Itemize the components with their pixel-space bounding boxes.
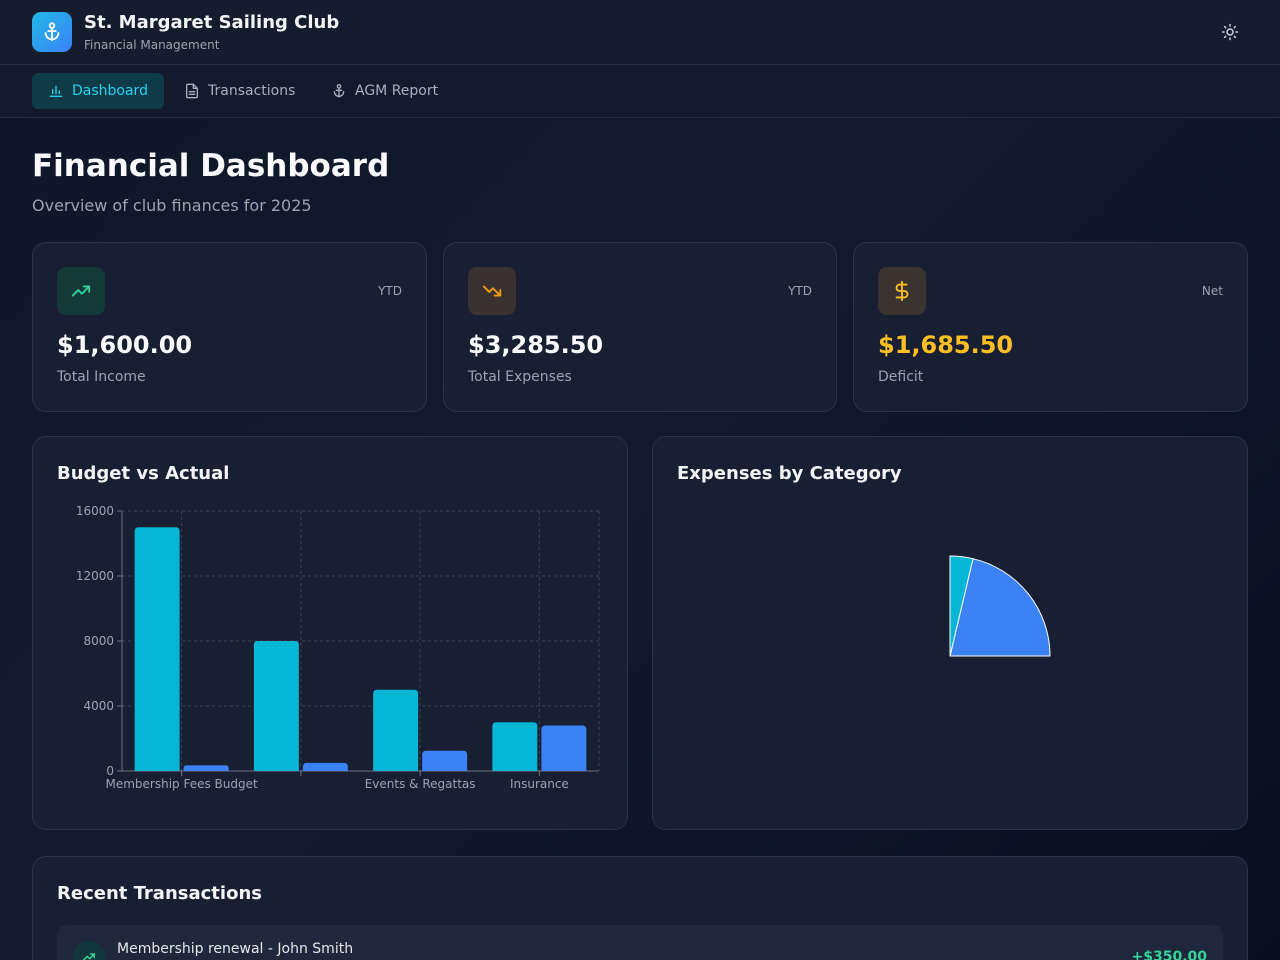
stat-value: $1,600.00	[57, 331, 193, 359]
tab-transactions[interactable]: Transactions	[168, 73, 311, 109]
stat-tag: YTD	[788, 284, 812, 298]
stat-label: Total Expenses	[468, 369, 572, 385]
tab-transactions-label: Transactions	[208, 83, 296, 99]
y-tick-label: 12000	[76, 569, 114, 583]
bar[interactable]	[253, 641, 299, 771]
pie-slice[interactable]	[949, 558, 1051, 657]
document-icon	[186, 83, 198, 99]
trending-down-icon	[468, 267, 516, 315]
stat-label: Total Income	[57, 369, 146, 385]
pie-slice[interactable]	[949, 555, 974, 657]
page-subtitle: Overview of club finances for 2025	[32, 196, 312, 215]
theme-toggle-button[interactable]	[1214, 16, 1246, 48]
app-header: St. Margaret Sailing Club Financial Mana…	[0, 0, 1280, 65]
bar-chart-icon	[50, 85, 62, 97]
tab-dashboard[interactable]: Dashboard	[32, 73, 164, 109]
transaction-row[interactable]: Membership renewal - John Smith +$350.00	[57, 925, 1223, 960]
stat-value: $1,685.50	[878, 331, 1014, 359]
bar[interactable]	[541, 725, 587, 772]
y-tick-label: 16000	[76, 504, 114, 518]
stat-label: Deficit	[878, 369, 924, 385]
anchor-icon	[333, 84, 345, 98]
x-tick-label: Membership Fees Budget	[106, 777, 259, 791]
x-tick-label: Events & Regattas	[365, 777, 476, 791]
x-tick-label: Insurance	[510, 777, 569, 791]
budget-chart-card: Budget vs Actual 0 4000 8000 12000 16000 Memb…	[32, 436, 628, 830]
bar[interactable]	[302, 762, 348, 771]
dollar-icon	[878, 267, 926, 315]
trending-up-icon	[57, 267, 105, 315]
y-tick-label: 8000	[83, 634, 114, 648]
expenses-chart-title: Expenses by Category	[677, 463, 902, 484]
budget-chart-title: Budget vs Actual	[57, 463, 230, 484]
page-title: Financial Dashboard	[32, 148, 390, 184]
tab-dashboard-label: Dashboard	[72, 83, 148, 99]
bar[interactable]	[134, 527, 180, 771]
tab-agm-report-label: AGM Report	[355, 83, 439, 99]
bar[interactable]	[373, 689, 419, 771]
recent-transactions-card: Recent Transactions Membership renewal -…	[32, 856, 1248, 960]
y-tick-label: 4000	[83, 699, 114, 713]
transaction-amount: +$350.00	[1131, 949, 1208, 960]
budget-bar-chart: 0 4000 8000 12000 16000 Membership Fees Budge…	[76, 504, 600, 791]
expenses-pie-chart	[949, 555, 1051, 657]
stat-card-income: YTD $1,600.00 Total Income	[32, 242, 427, 412]
bar[interactable]	[183, 765, 229, 771]
app-subtitle: Financial Management	[84, 38, 220, 52]
main-nav: Dashboard Transactions AGM Report	[0, 65, 1280, 118]
stat-card-expenses: YTD $3,285.50 Total Expenses	[443, 242, 837, 412]
bar[interactable]	[492, 722, 538, 771]
stat-tag: Net	[1201, 284, 1223, 298]
transaction-description: Membership renewal - John Smith	[117, 941, 354, 957]
sun-icon	[1221, 23, 1239, 41]
app-title: St. Margaret Sailing Club	[84, 12, 340, 33]
bar[interactable]	[422, 750, 468, 771]
expenses-chart-card: Expenses by Category	[652, 436, 1248, 830]
anchor-icon	[32, 12, 72, 52]
trending-up-icon	[73, 941, 105, 960]
stat-card-deficit: Net $1,685.50 Deficit	[853, 242, 1248, 412]
stat-tag: YTD	[378, 284, 402, 298]
stat-value: $3,285.50	[468, 331, 604, 359]
tab-agm-report[interactable]: AGM Report	[315, 73, 454, 109]
recent-transactions-title: Recent Transactions	[57, 883, 262, 904]
y-tick-label: 0	[106, 764, 114, 778]
